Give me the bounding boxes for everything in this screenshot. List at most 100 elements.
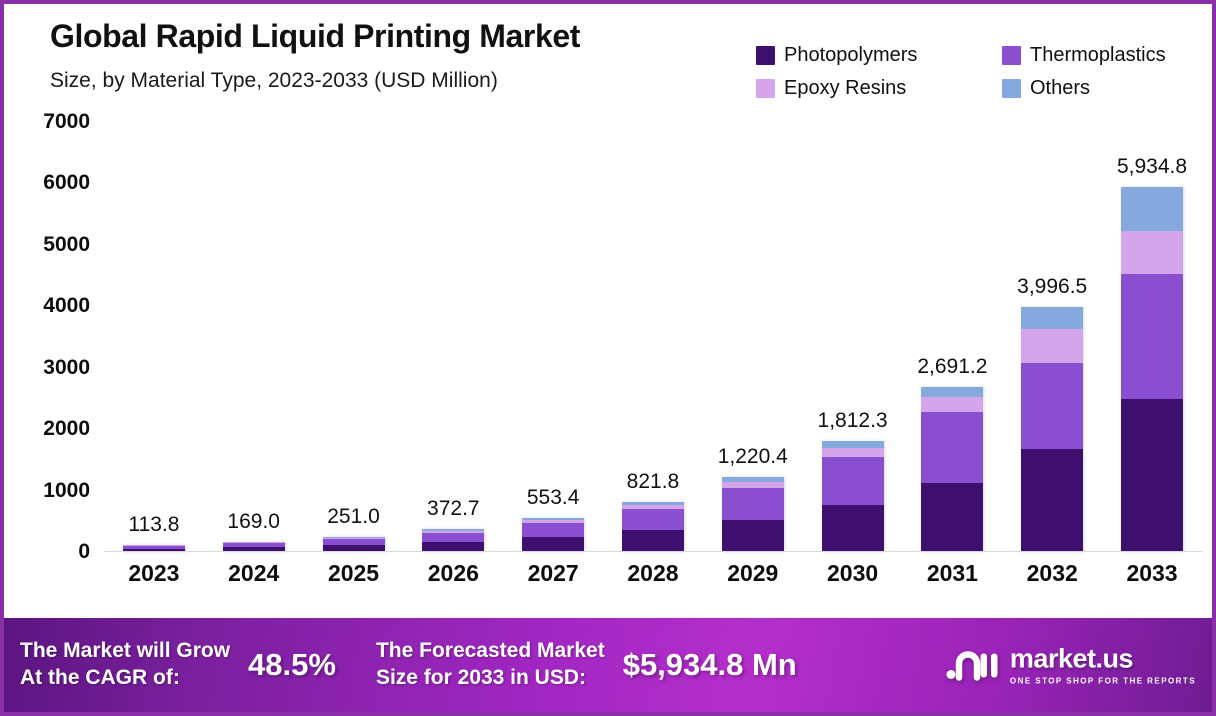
bar-segment-photopolymers[interactable] [621, 529, 684, 552]
bar-segment-thermoplastics[interactable] [222, 543, 285, 548]
bar-segment-epoxy-resins[interactable] [1121, 231, 1184, 275]
bars-wrapper: 113.8 169.0 251.0 372.7 553.4 821.8 1,220.4 1,8… [104, 122, 1202, 552]
bar-segment-epoxy-resins[interactable] [122, 545, 185, 547]
market-us-logo-icon [946, 643, 1000, 688]
bar-segment-photopolymers[interactable] [522, 536, 585, 552]
bar-segment-epoxy-resins[interactable] [1021, 329, 1084, 363]
legend-item-label: Thermoplastics [1030, 44, 1166, 66]
bar-segment-thermoplastics[interactable] [122, 546, 185, 549]
bar-series-container: 113.8 169.0 251.0 372.7 553.4 821.8 1,220.4 1,8… [104, 122, 1202, 552]
bar-segment-photopolymers[interactable] [921, 482, 984, 552]
legend-item-thermoplastics[interactable]: Thermoplastics [1002, 44, 1206, 67]
bar-segment-others[interactable] [821, 440, 884, 448]
bar-segment-others[interactable] [1021, 306, 1084, 329]
brand-name: market.us [1009, 643, 1134, 673]
bar-segment-thermoplastics[interactable] [422, 532, 485, 542]
legend-item-epoxy-resins[interactable]: Epoxy Resins [756, 77, 1002, 100]
bar-stack[interactable] [522, 518, 585, 552]
bar-group[interactable]: 5,934.8 [1102, 122, 1202, 552]
bar-group[interactable]: 1,812.3 [803, 122, 903, 552]
brand-logo[interactable]: market.us ONE STOP SHOP FOR THE REPORTS [946, 643, 1196, 688]
brand-text: market.us ONE STOP SHOP FOR THE REPORTS [1009, 643, 1196, 686]
bar-segment-epoxy-resins[interactable] [621, 504, 684, 510]
bar-stack[interactable] [621, 501, 684, 552]
bar-stack[interactable] [721, 477, 784, 552]
bar-group[interactable]: 553.4 [503, 122, 603, 552]
x-axis-tick-label: 2030 [827, 560, 879, 586]
bar-stack[interactable] [821, 440, 884, 552]
bar-segment-others[interactable] [921, 386, 984, 398]
bar-segment-thermoplastics[interactable] [821, 457, 884, 505]
legend-swatch-icon [756, 46, 775, 65]
bar-segment-photopolymers[interactable] [122, 548, 185, 552]
bar-segment-others[interactable] [721, 477, 784, 482]
bar-segment-photopolymers[interactable] [222, 547, 285, 552]
x-axis-tick-label: 2024 [228, 560, 280, 586]
bar-segment-photopolymers[interactable] [422, 541, 485, 552]
bar-segment-epoxy-resins[interactable] [222, 542, 285, 544]
chart-legend: Photopolymers Thermoplastics Epoxy Resins O… [756, 44, 1206, 100]
cagr-caption-line2: At the CAGR of: [20, 666, 180, 689]
bar-segment-others[interactable] [322, 536, 385, 538]
y-axis-tick-label: 4000 [43, 294, 90, 318]
bar-segment-photopolymers[interactable] [1121, 398, 1184, 552]
cagr-caption: The Market will Grow At the CAGR of: [20, 638, 230, 692]
bar-segment-thermoplastics[interactable] [1121, 274, 1184, 399]
bar-group[interactable]: 372.7 [403, 122, 503, 552]
y-axis-tick-label: 5000 [43, 232, 90, 256]
bar-segment-photopolymers[interactable] [821, 504, 884, 552]
bar-group[interactable]: 2,691.2 [903, 122, 1003, 552]
x-axis-tick-label: 2025 [327, 560, 380, 586]
bar-total-label: 372.7 [427, 497, 480, 521]
bar-segment-thermoplastics[interactable] [721, 488, 784, 520]
bar-segment-others[interactable] [621, 501, 684, 505]
x-axis-tick-label: 2032 [1026, 560, 1078, 586]
bar-group[interactable]: 169.0 [204, 122, 304, 552]
bar-segment-others[interactable] [422, 529, 485, 531]
y-axis-tick-label: 7000 [43, 110, 90, 133]
bar-stack[interactable] [122, 545, 185, 552]
bar-segment-thermoplastics[interactable] [1021, 362, 1084, 449]
legend-swatch-icon [1002, 46, 1021, 65]
bar-stack[interactable] [1121, 187, 1184, 552]
bar-stack[interactable] [921, 386, 984, 552]
plot-area: 7000 6000 5000 4000 3000 2000 1000 0 113.8 169.0… [4, 110, 1212, 618]
bar-stack[interactable] [222, 541, 285, 552]
page-title: Global Rapid Liquid Printing Market [50, 18, 581, 54]
bar-segment-epoxy-resins[interactable] [821, 447, 884, 458]
bar-segment-photopolymers[interactable] [322, 545, 385, 552]
legend-item-others[interactable]: Others [1002, 77, 1206, 100]
bar-segment-others[interactable] [1121, 187, 1184, 231]
forecast-value: $5,934.8 Mn [622, 647, 797, 682]
legend-item-photopolymers[interactable]: Photopolymers [756, 44, 1002, 67]
bar-segment-epoxy-resins[interactable] [721, 481, 784, 489]
legend-item-label: Photopolymers [784, 44, 918, 66]
bar-segment-thermoplastics[interactable] [621, 509, 684, 530]
bar-stack[interactable] [1021, 306, 1084, 552]
bar-segment-thermoplastics[interactable] [522, 523, 585, 537]
x-axis-tick-label: 2026 [427, 560, 479, 586]
bar-segment-epoxy-resins[interactable] [322, 537, 385, 539]
bar-group[interactable]: 821.8 [603, 122, 703, 552]
bar-segment-others[interactable] [522, 518, 585, 521]
cagr-value: 48.5% [248, 647, 336, 682]
x-axis-tick-label: 2033 [1126, 560, 1178, 586]
bar-stack[interactable] [322, 536, 385, 552]
bar-group[interactable]: 251.0 [304, 122, 404, 552]
bar-group[interactable]: 3,996.5 [1002, 122, 1102, 552]
x-axis-tick-label: 2031 [926, 560, 978, 586]
bar-segment-epoxy-resins[interactable] [921, 397, 984, 412]
bar-segment-photopolymers[interactable] [1021, 448, 1084, 552]
bar-group[interactable]: 1,220.4 [703, 122, 803, 552]
bar-group[interactable]: 113.8 [104, 122, 204, 552]
bar-segment-epoxy-resins[interactable] [422, 530, 485, 533]
bar-total-label: 251.0 [327, 504, 380, 528]
bar-segment-photopolymers[interactable] [721, 519, 784, 552]
chart-header: Global Rapid Liquid Printing Market Size… [4, 4, 1212, 122]
bar-segment-epoxy-resins[interactable] [522, 520, 585, 524]
bar-segment-others[interactable] [222, 541, 285, 543]
bar-stack[interactable] [422, 529, 485, 552]
bar-segment-thermoplastics[interactable] [322, 538, 385, 546]
bar-segment-thermoplastics[interactable] [921, 411, 984, 483]
